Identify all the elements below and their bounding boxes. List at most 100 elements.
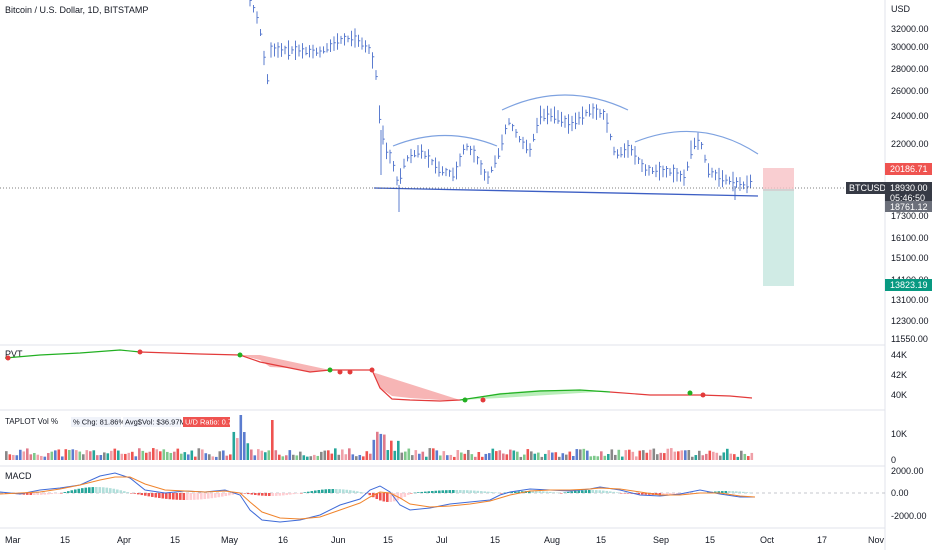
macd-bar bbox=[531, 491, 535, 493]
volume-bar bbox=[180, 453, 183, 460]
macd-bar bbox=[420, 491, 424, 493]
volume-bar bbox=[740, 450, 743, 460]
left-shoulder-arc[interactable] bbox=[392, 134, 498, 147]
macd-bar bbox=[514, 491, 517, 493]
volume-bar bbox=[393, 450, 397, 460]
macd-bar bbox=[473, 490, 476, 493]
volume-bar bbox=[138, 448, 141, 460]
volume-bar bbox=[22, 451, 26, 460]
volume-bar bbox=[642, 450, 645, 460]
volume-bar bbox=[733, 454, 736, 460]
macd-bar bbox=[292, 493, 296, 495]
neckline[interactable] bbox=[373, 187, 759, 197]
macd-bar bbox=[285, 493, 289, 496]
reward-zone[interactable] bbox=[763, 191, 794, 286]
macd-bar bbox=[307, 491, 310, 493]
volume-stats: % Chg: 81.86% Avg$Vol: $36.97M U/D Ratio… bbox=[71, 417, 236, 427]
volume-bar bbox=[271, 420, 274, 460]
volume-bar bbox=[684, 450, 687, 460]
volume-bar bbox=[323, 450, 327, 460]
last-price-label: 18930.00 bbox=[890, 183, 928, 193]
time-axis[interactable]: Mar 15 Apr 15 May 16 Jun 15 Jul 15 Aug 1… bbox=[5, 535, 885, 545]
time-label: Sep bbox=[653, 535, 669, 545]
volume-bar bbox=[715, 452, 719, 460]
volume-bar bbox=[267, 450, 271, 460]
macd-bar bbox=[29, 493, 33, 495]
volume-bar bbox=[43, 456, 47, 460]
volume-bar bbox=[173, 451, 176, 460]
macd-bar bbox=[413, 492, 417, 494]
macd-bar bbox=[314, 490, 317, 493]
right-shoulder-arc[interactable] bbox=[634, 130, 759, 155]
time-label: Aug bbox=[544, 535, 560, 545]
macd-tick: 0.00 bbox=[891, 488, 909, 498]
time-label: 15 bbox=[490, 535, 500, 545]
head-arc[interactable] bbox=[501, 94, 629, 111]
price-axis[interactable]: 32000.00 30000.00 28000.00 26000.00 2400… bbox=[891, 24, 929, 344]
volume-bar bbox=[565, 454, 568, 460]
macd-bar bbox=[612, 491, 616, 493]
volume-bar bbox=[8, 454, 12, 460]
price-labels: 20186.71 BTCUSD 18930.00 05:46:50 18761.… bbox=[846, 163, 932, 291]
macd-bar bbox=[352, 490, 356, 493]
macd-bar bbox=[91, 487, 95, 493]
volume-bar bbox=[729, 453, 733, 460]
volume-bar bbox=[337, 454, 341, 460]
macd-bar bbox=[168, 493, 172, 500]
volume-bar bbox=[680, 450, 684, 460]
volume-bar bbox=[110, 450, 113, 460]
macd-bar bbox=[462, 490, 466, 493]
macd-bar bbox=[60, 493, 63, 494]
macd-bar bbox=[317, 490, 321, 493]
macd-axis: 2000.00 0.00 -2000.00 bbox=[891, 466, 927, 521]
price-tick: 32000.00 bbox=[891, 24, 929, 34]
volume-tick: 10K bbox=[891, 429, 907, 439]
volume-bar bbox=[313, 454, 316, 460]
volume-bar bbox=[600, 451, 603, 460]
volume-bar bbox=[215, 456, 218, 460]
macd-bar bbox=[214, 493, 217, 498]
macd-bar bbox=[210, 493, 214, 499]
volume-bar bbox=[253, 455, 257, 460]
volume-bar bbox=[106, 453, 110, 460]
macd-bar bbox=[271, 493, 275, 496]
macd-bar bbox=[528, 491, 531, 493]
volume-bar bbox=[446, 455, 449, 460]
macd-bar bbox=[665, 493, 669, 495]
price-tick: 16100.00 bbox=[891, 233, 929, 243]
macd-bar bbox=[581, 490, 584, 493]
volume-bar bbox=[166, 451, 169, 460]
price-tick: 11550.00 bbox=[891, 334, 928, 344]
price-tick: 30000.00 bbox=[891, 42, 929, 52]
entry-price-badge bbox=[885, 201, 932, 212]
volume-bar bbox=[82, 454, 85, 460]
volume-bar bbox=[411, 455, 414, 460]
volume-bar bbox=[250, 449, 253, 460]
volume-bar bbox=[274, 450, 278, 460]
chart-title: Bitcoin / U.S. Dollar, 1D, BITSTAMP bbox=[5, 5, 148, 15]
volume-bar bbox=[369, 453, 372, 460]
pattern-arcs[interactable] bbox=[392, 94, 759, 155]
volume-bar bbox=[638, 450, 642, 460]
volume-bar bbox=[61, 456, 64, 460]
macd-bar bbox=[595, 490, 598, 493]
volume-bar bbox=[621, 456, 624, 460]
pvt-line-up-1 bbox=[4, 349, 141, 359]
macd-bar bbox=[386, 493, 389, 502]
macd-bar bbox=[717, 491, 721, 493]
volume-bar bbox=[439, 455, 442, 460]
volume-bar bbox=[75, 450, 78, 460]
volume-bar bbox=[747, 456, 750, 460]
currency-label[interactable]: USD bbox=[891, 4, 911, 14]
risk-zone[interactable] bbox=[763, 168, 794, 189]
volume-bar bbox=[239, 415, 243, 460]
volume-bar bbox=[89, 451, 92, 460]
time-label: Nov bbox=[868, 535, 885, 545]
macd-bar bbox=[254, 493, 257, 496]
macd-bar bbox=[567, 491, 570, 493]
pvt-dot bbox=[237, 352, 243, 358]
volume-bar bbox=[484, 453, 488, 460]
volume-bar bbox=[509, 449, 512, 460]
macd-bar bbox=[196, 493, 200, 500]
time-label: 16 bbox=[278, 535, 288, 545]
